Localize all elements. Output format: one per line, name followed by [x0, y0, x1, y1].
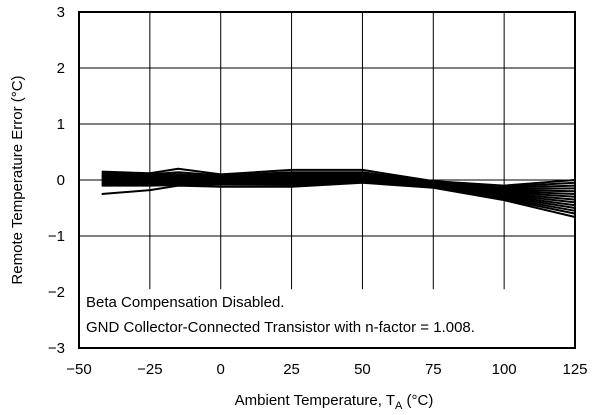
x-axis-title: Ambient Temperature, TA (°C): [235, 392, 434, 412]
tick-labels: −50 −25 0 25 50 75 100 125 −3 −2 −1 0 1 2 3: [48, 4, 588, 378]
series-line: [101, 181, 576, 218]
x-axis-title-main: Ambient Temperature, T: [235, 392, 395, 409]
x-tick-label: 50: [354, 361, 371, 378]
x-tick-label: 0: [217, 361, 225, 378]
x-axis-title-unit: (°C): [402, 392, 433, 409]
y-tick-label: 3: [57, 4, 65, 21]
y-tick-label: −3: [48, 340, 65, 357]
y-tick-label: −1: [48, 228, 65, 245]
annotation-line-2: GND Collector-Connected Transistor with …: [86, 319, 475, 336]
series-group: [101, 167, 576, 218]
y-tick-label: 1: [57, 116, 65, 133]
y-tick-label: 2: [57, 60, 65, 77]
x-tick-label: 75: [425, 361, 442, 378]
x-axis-title-subscript: A: [395, 400, 403, 412]
y-axis-title: Remote Temperature Error (°C): [9, 75, 26, 284]
x-tick-label: 25: [283, 361, 300, 378]
annotation-box: [80, 289, 574, 347]
y-tick-label: 0: [57, 172, 65, 189]
plot-frame: [78, 11, 576, 349]
x-tick-label: −50: [66, 361, 91, 378]
annotation-line-1: Beta Compensation Disabled.: [86, 294, 284, 311]
x-tick-label: 100: [492, 361, 517, 378]
x-tick-label: 125: [562, 361, 587, 378]
x-tick-label: −25: [137, 361, 162, 378]
y-tick-label: −2: [48, 284, 65, 301]
